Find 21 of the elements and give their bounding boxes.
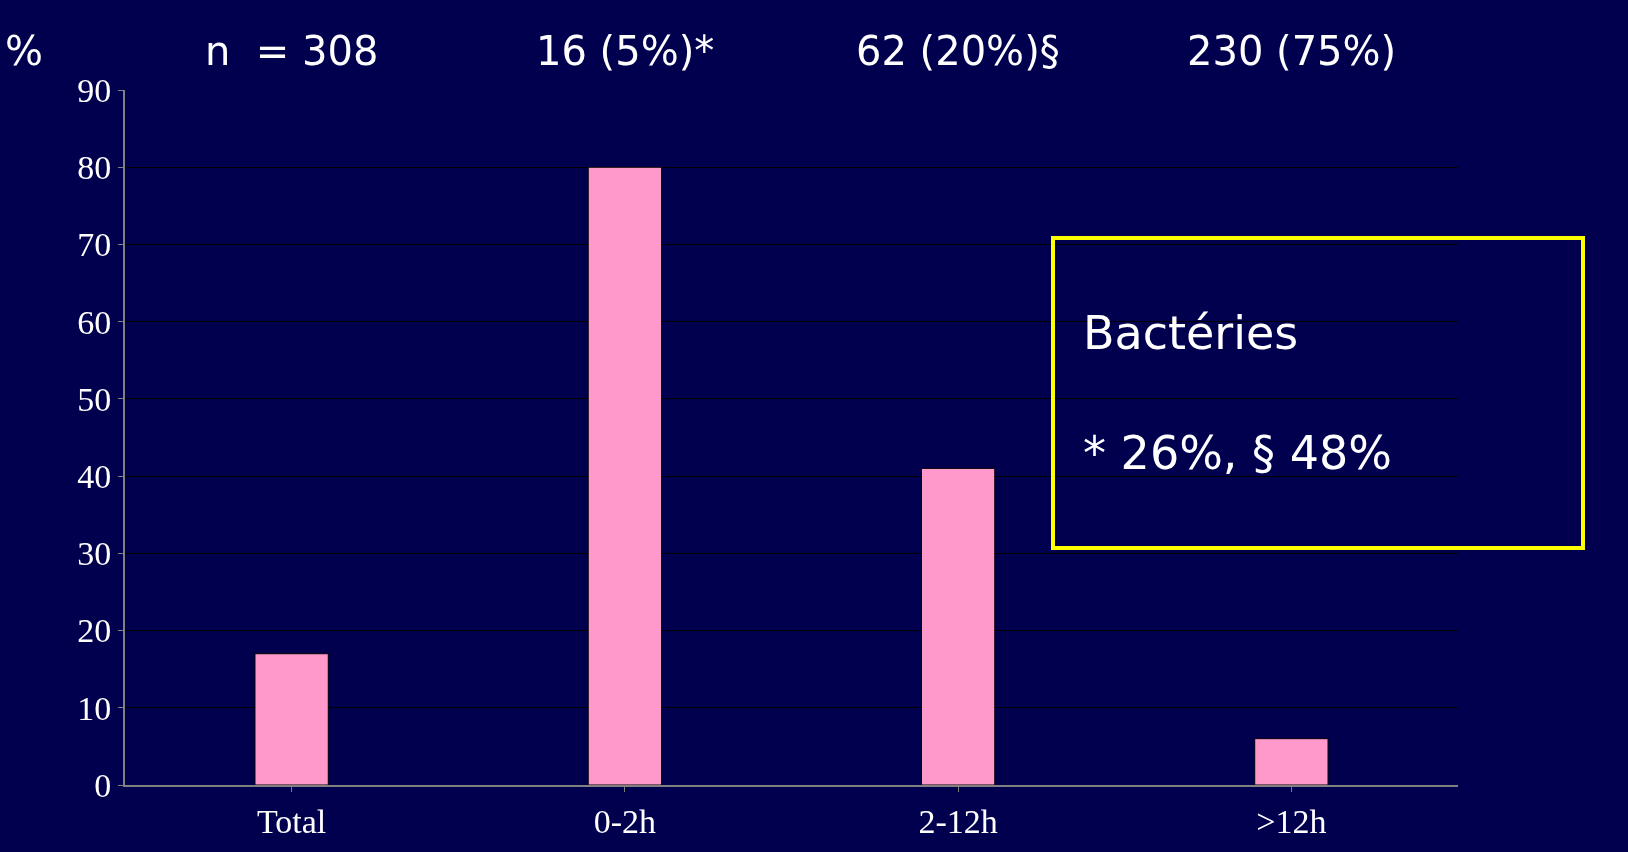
y-tick-label: 20 [77,612,112,650]
text: 62 (20%)§ [856,28,1060,74]
bar [1254,738,1329,785]
y-tick-label: 80 [77,149,112,187]
y-axis-title: % [5,28,44,74]
x-tick-label: 0-2h [593,802,657,840]
text: Bactéries * 26%, § 48% [1083,306,1392,480]
y-tick-label: 10 [77,689,112,727]
text: 230 (75%) [1187,28,1397,74]
x-tick-label: Total [256,802,327,840]
x-tick-label: 2-12h [918,802,998,840]
y-tick-label: 50 [77,380,112,418]
y-tick-label: 40 [77,458,112,496]
text: 16 (5%)* [536,28,715,74]
y-tick-label: 60 [77,303,112,341]
y-tick-label: 70 [77,226,112,264]
y-tick-label: 0 [94,766,112,804]
y-tick-label: 90 [77,71,112,109]
y-tick-label: 30 [77,535,112,573]
text: n = 308 [205,28,379,74]
x-tick-label: >12h [1256,802,1327,840]
